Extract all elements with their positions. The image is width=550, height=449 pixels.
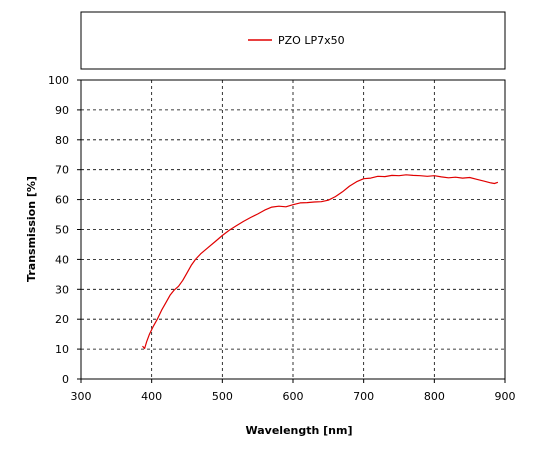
y-tick-label: 60 [55,194,69,207]
series-line-pzo-lp7x50 [142,174,499,350]
x-tick-label: 300 [71,390,92,403]
x-axis-title: Wavelength [nm] [246,424,353,437]
y-tick-label: 10 [55,343,69,356]
y-tick-label: 90 [55,104,69,117]
x-tick-label: 800 [424,390,445,403]
axis-ticks [77,79,506,383]
gridlines [81,80,505,379]
y-tick-label: 50 [55,224,69,237]
y-tick-label: 70 [55,164,69,177]
legend-box [80,11,506,70]
y-tick-label: 30 [55,283,69,296]
x-axis-tick-labels: 300 400 500 600 700 800 900 [71,390,516,403]
y-tick-label: 20 [55,313,69,326]
y-tick-label: 100 [48,74,69,87]
y-tick-label: 0 [62,373,69,386]
x-tick-label: 400 [141,390,162,403]
y-tick-label: 40 [55,253,69,266]
y-tick-label: 80 [55,134,69,147]
x-tick-label: 900 [495,390,516,403]
x-tick-label: 700 [353,390,374,403]
x-tick-label: 500 [212,390,233,403]
y-axis-title: Transmission [%] [25,176,38,282]
x-tick-label: 600 [283,390,304,403]
legend-entry-label: PZO LP7x50 [278,34,345,47]
y-axis-tick-labels: 0 10 20 30 40 50 60 70 80 90 100 [48,74,69,386]
